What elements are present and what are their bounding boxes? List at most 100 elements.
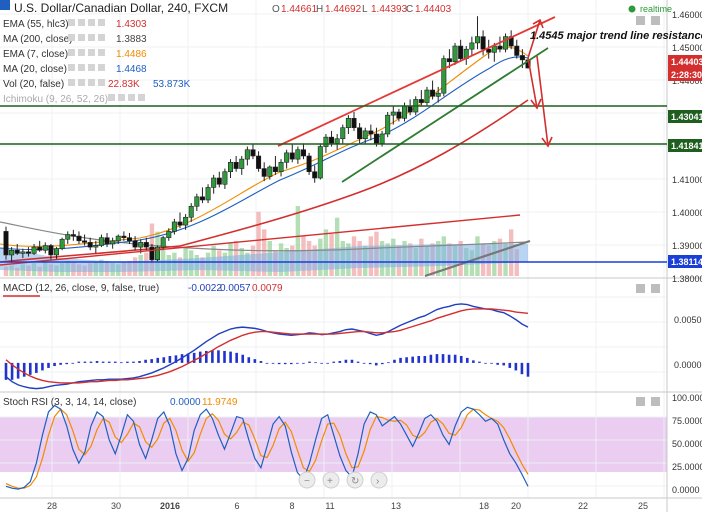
macd-hist-bar bbox=[320, 362, 323, 364]
macd-hist-bar bbox=[259, 361, 263, 363]
candle bbox=[14, 243, 20, 255]
indicator-control-icon bbox=[78, 19, 85, 26]
time-tick-label: 18 bbox=[479, 501, 489, 511]
ohlc-value: 1.44393 bbox=[371, 4, 408, 15]
macd-hist-bar bbox=[405, 357, 408, 363]
macd-label[interactable]: MACD (12, 26, close, 9, false, true) bbox=[3, 283, 159, 294]
stoch-maximize-icon[interactable] bbox=[636, 397, 645, 406]
macd-hist-bar bbox=[217, 350, 220, 363]
candle bbox=[272, 155, 278, 175]
candle bbox=[362, 127, 368, 144]
candle bbox=[126, 232, 132, 244]
candle bbox=[110, 237, 116, 249]
macd-hist-bar bbox=[314, 362, 317, 364]
indicator-control-icon bbox=[98, 19, 105, 26]
pane-controls[interactable] bbox=[636, 16, 660, 406]
macd-hist-bar bbox=[241, 354, 245, 363]
stoch-axis: 100.0000 75.0000 50.0000 25.0000 0.0000 bbox=[672, 393, 702, 495]
macd-hist-bar bbox=[265, 362, 269, 364]
macd-hist-bar bbox=[344, 359, 348, 363]
macd-maximize-icon[interactable] bbox=[636, 284, 645, 293]
macd-hist-bar bbox=[393, 359, 396, 363]
resistance-trendline bbox=[277, 16, 556, 147]
price-tag-label: 1.43041 bbox=[671, 112, 702, 122]
macd-hist-bar bbox=[338, 361, 342, 363]
candle bbox=[121, 231, 127, 241]
time-tick-label: 6 bbox=[234, 501, 239, 511]
scroll-left-button[interactable] bbox=[298, 471, 316, 489]
macd-hist-bar bbox=[514, 362, 518, 371]
candle bbox=[98, 234, 104, 248]
candle bbox=[115, 234, 121, 244]
reset-button[interactable] bbox=[346, 471, 364, 489]
nav-buttons[interactable]: − + ↻ › bbox=[298, 471, 388, 489]
ohlc-value: 1.44661 bbox=[281, 4, 318, 15]
indicator-legend: EMA (55, hlc3) 1.4303 MA (200, close) 1.388… bbox=[3, 19, 191, 105]
macd-hist-bar bbox=[308, 361, 311, 363]
indicator-control-icon bbox=[88, 79, 95, 86]
macd-hist-bar bbox=[490, 362, 493, 364]
macd-hist-bar bbox=[28, 362, 32, 375]
arrow-down-2 bbox=[536, 55, 553, 148]
candle bbox=[188, 203, 194, 222]
scroll-right-button[interactable] bbox=[370, 471, 388, 489]
stoch-tick-label: 100.0000 bbox=[672, 393, 702, 403]
stoch-tick-label: 25.0000 bbox=[672, 462, 702, 472]
main-maximize-icon[interactable] bbox=[636, 16, 645, 25]
indicator-control-icon bbox=[138, 94, 145, 101]
macd-hist-bar bbox=[429, 354, 433, 363]
candle bbox=[497, 36, 503, 53]
candle bbox=[20, 248, 26, 259]
macd-hist-bar bbox=[459, 355, 463, 363]
macd-hist-bar bbox=[95, 361, 99, 363]
indicator-control-icon bbox=[88, 19, 95, 26]
time-tick-label: 2016 bbox=[160, 501, 180, 511]
candle bbox=[345, 115, 351, 135]
stoch-value-2: 11.9749 bbox=[202, 397, 238, 408]
stoch-k-line bbox=[5, 404, 529, 490]
main-close-icon[interactable] bbox=[651, 16, 660, 25]
indicator-control-icon bbox=[78, 34, 85, 41]
macd-hist-bar bbox=[253, 359, 257, 363]
volume-trendline bbox=[424, 239, 531, 278]
candle bbox=[160, 236, 166, 251]
volume-bar bbox=[261, 229, 267, 276]
ohlc-value: 1.44692 bbox=[325, 4, 362, 15]
macd-hist-bar bbox=[326, 362, 329, 364]
time-axis[interactable]: 28 30 2016 6 8 11 13 18 20 22 25 bbox=[47, 501, 648, 511]
indicator-control-icon bbox=[88, 34, 95, 41]
volume-bar bbox=[3, 266, 9, 276]
indicator-control-icon bbox=[68, 64, 75, 71]
indicator-value: 1.4303 bbox=[116, 19, 147, 30]
candle bbox=[312, 165, 318, 183]
candle bbox=[503, 33, 509, 53]
stoch-value-1: 0.0000 bbox=[170, 397, 201, 408]
price-tag-bg bbox=[668, 110, 702, 123]
stoch-d-line bbox=[5, 408, 529, 489]
price-tags: 1.44403 2:28:30 1.43041 1.41841 1.38114 bbox=[668, 55, 702, 268]
candle bbox=[396, 108, 402, 122]
candle bbox=[267, 165, 273, 180]
candle bbox=[155, 245, 161, 262]
macd-hist-bar bbox=[453, 354, 457, 363]
macd-hist-bar bbox=[441, 354, 445, 363]
symbol-title[interactable]: U.S. Dollar/Canadian Dollar, 240, FXCM bbox=[14, 1, 228, 15]
stoch-close-icon[interactable] bbox=[651, 397, 660, 406]
volume-bar bbox=[15, 267, 20, 276]
ohlc-label: H bbox=[316, 4, 323, 15]
ohlc-label: L bbox=[362, 4, 368, 15]
time-tick-label: 20 bbox=[511, 501, 521, 511]
time-tick-label: 11 bbox=[325, 501, 334, 511]
volume-bar bbox=[334, 217, 340, 276]
zoom-out-button[interactable] bbox=[322, 471, 340, 489]
candle bbox=[87, 237, 93, 251]
macd-close-icon[interactable] bbox=[651, 284, 660, 293]
price-tick-label: 1.41000 bbox=[672, 175, 702, 185]
macd-hist-bar bbox=[447, 354, 451, 363]
macd-hist-bar bbox=[101, 361, 105, 363]
indicator-value-2: 53.873K bbox=[153, 79, 191, 90]
macd-hist-bar bbox=[4, 362, 8, 380]
price-tick-label: 1.40000 bbox=[672, 208, 702, 218]
stoch-label[interactable]: Stoch RSI (3, 3, 14, 14, close) bbox=[3, 397, 136, 408]
